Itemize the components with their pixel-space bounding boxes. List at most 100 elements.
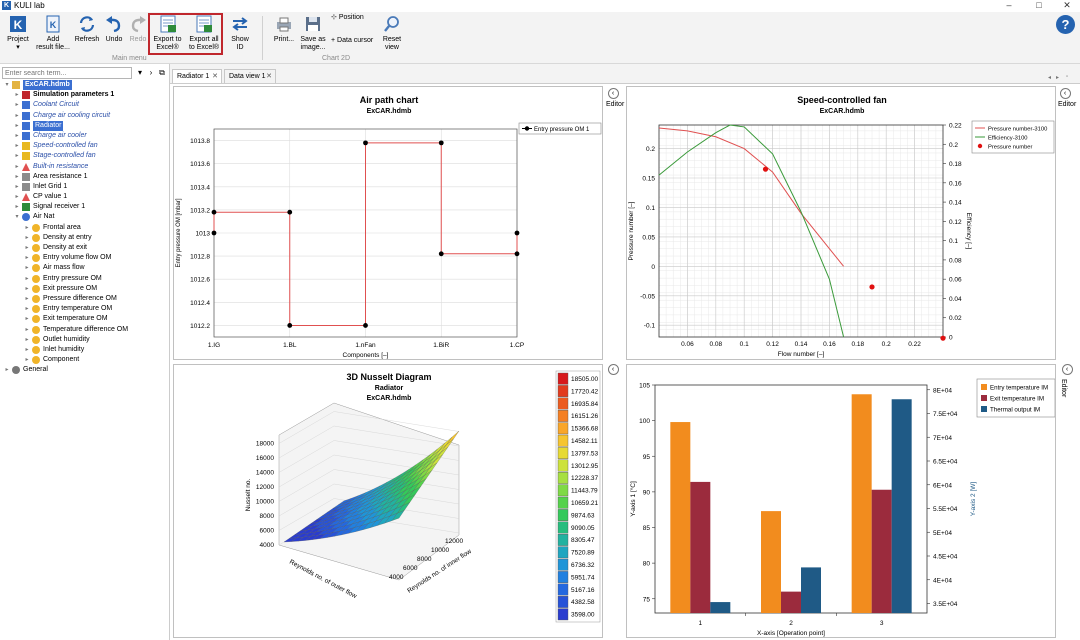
- add-result-file-button[interactable]: K Add result file...: [34, 14, 72, 54]
- editor-toggle-top-right[interactable]: ‹ Editor: [1058, 88, 1077, 108]
- colorbar-swatch: [557, 385, 569, 397]
- position-button[interactable]: ⊹ Position: [331, 14, 364, 21]
- editor-toggle-top-left[interactable]: ‹ Editor: [606, 88, 625, 108]
- tree-item[interactable]: ▸ Inlet Grid 1: [0, 182, 170, 192]
- expand-icon[interactable]: ▸: [15, 183, 19, 190]
- tree-item[interactable]: ▸ Exit pressure OM: [0, 284, 170, 294]
- export-to-excel-button[interactable]: Export to Excel®: [150, 14, 185, 54]
- expand-icon[interactable]: ▸: [15, 194, 19, 201]
- search-clear-icon[interactable]: ▾: [137, 68, 142, 77]
- tree-item[interactable]: ▸ General: [0, 365, 170, 375]
- collapse-icon[interactable]: ▾: [15, 214, 19, 221]
- speed-controlled-fan-chart[interactable]: Speed-controlled fan ExCAR.hdmb 0.06 0.08 0.…: [627, 87, 1056, 360]
- tree-item[interactable]: ▸ Stage-controlled fan: [0, 151, 170, 161]
- editor-toggle-bottom-left[interactable]: ‹: [606, 364, 620, 375]
- tree-item[interactable]: ▸ Entry volume flow OM: [0, 253, 170, 263]
- tab-list-icon[interactable]: ▫: [1066, 74, 1069, 80]
- expand-icon[interactable]: ▸: [15, 112, 19, 119]
- expand-icon[interactable]: ▸: [15, 143, 19, 150]
- expand-icon[interactable]: ▸: [25, 275, 29, 282]
- expand-icon[interactable]: ▸: [15, 122, 19, 129]
- scroll-right-icon[interactable]: ▸: [1056, 75, 1060, 81]
- data-cursor-button[interactable]: + Data cursor: [331, 37, 374, 44]
- expand-icon[interactable]: ▸: [25, 336, 29, 343]
- tree-item-label: Inlet Grid 1: [33, 182, 68, 190]
- expand-icon[interactable]: ▸: [15, 163, 19, 170]
- tree-item[interactable]: ▸ Built-in resistance: [0, 162, 170, 172]
- close-window-button[interactable]: ✕: [1063, 0, 1071, 10]
- expand-icon[interactable]: ▸: [15, 173, 19, 180]
- close-tab-icon[interactable]: ✕: [266, 73, 272, 80]
- undo-button[interactable]: Undo: [102, 14, 126, 54]
- print-button[interactable]: Print...: [270, 14, 298, 54]
- tree-item[interactable]: ▸ Signal receiver 1: [0, 202, 170, 212]
- tree-item[interactable]: ▸ Simulation parameters 1: [0, 90, 170, 100]
- expand-icon[interactable]: ▸: [5, 367, 9, 374]
- expand-icon[interactable]: ▸: [25, 224, 29, 231]
- help-button[interactable]: ?: [1056, 15, 1075, 34]
- expand-icon[interactable]: ▸: [25, 295, 29, 302]
- tree-item[interactable]: ▸ Component: [0, 355, 170, 365]
- refresh-button[interactable]: Refresh: [73, 14, 101, 54]
- search-go-icon[interactable]: ›: [149, 68, 153, 77]
- expand-icon[interactable]: ▸: [15, 132, 19, 139]
- tree-item[interactable]: ▸ Inlet humidity: [0, 345, 170, 355]
- tree-item[interactable]: ▾ ExCAR.hdmb: [0, 80, 170, 91]
- project-button[interactable]: K Project ▾: [3, 14, 33, 54]
- expand-icon[interactable]: ▸: [25, 357, 29, 364]
- tree-item[interactable]: ▸ Charge air cooler: [0, 131, 170, 141]
- scroll-left-icon[interactable]: ◂: [1048, 75, 1052, 81]
- tree-item[interactable]: ▸ Exit temperature OM: [0, 314, 170, 324]
- collapse-all-icon[interactable]: ⧉: [159, 68, 165, 77]
- tree-item[interactable]: ▸ Air mass flow: [0, 263, 170, 273]
- editor-toggle-bottom-right[interactable]: ‹ Editor: [1060, 364, 1074, 397]
- z-tick-label: 18000: [256, 441, 274, 448]
- expand-icon[interactable]: ▸: [25, 306, 29, 313]
- tree-item[interactable]: ▸ CP value 1: [0, 192, 170, 202]
- tree-item[interactable]: ▸ Area resistance 1: [0, 172, 170, 182]
- redo-button[interactable]: Redo: [127, 14, 149, 54]
- tree-item[interactable]: ▸ Radiator: [0, 120, 170, 131]
- expand-icon[interactable]: ▸: [15, 92, 19, 99]
- tree-item[interactable]: ▸ Density at exit: [0, 243, 170, 253]
- expand-icon[interactable]: ▸: [25, 245, 29, 251]
- expand-icon[interactable]: ▸: [25, 265, 29, 272]
- expand-icon[interactable]: ▸: [15, 102, 19, 109]
- search-input[interactable]: [2, 67, 132, 79]
- maximize-button[interactable]: □: [1036, 0, 1042, 10]
- tree-item[interactable]: ▸ Pressure difference OM: [0, 294, 170, 304]
- nusselt-3d-diagram[interactable]: 3D Nusselt Diagram Radiator ExCAR.hdmb 4000…: [174, 365, 603, 638]
- tree-item[interactable]: ▸ Temperature difference OM: [0, 325, 170, 335]
- tab-radiator-1[interactable]: Radiator 1 ✕: [172, 69, 222, 83]
- expand-icon[interactable]: ▸: [25, 326, 29, 333]
- tree-item[interactable]: ▸ Coolant Circuit: [0, 100, 170, 110]
- expand-icon[interactable]: ▸: [15, 153, 19, 160]
- tree-item[interactable]: ▸ Frontal area: [0, 223, 170, 233]
- minimize-button[interactable]: –: [1006, 0, 1012, 10]
- expand-icon[interactable]: ▸: [25, 316, 29, 323]
- air-path-chart[interactable]: Air path chart ExCAR.hdmb 1012.2 1012.4 1012…: [174, 87, 603, 360]
- export-all-to-excel-button[interactable]: Export all to Excel®: [186, 14, 222, 54]
- show-id-button[interactable]: Show ID: [226, 14, 254, 54]
- collapse-icon[interactable]: ▾: [5, 82, 9, 88]
- excel-export-icon: [160, 15, 176, 33]
- tree-item-label: Exit pressure OM: [43, 284, 98, 292]
- operation-point-bar-chart[interactable]: 75 80 85 90 95 100 105 3.5E+04 4E+04 4.5E+04 5E+04…: [627, 365, 1056, 638]
- expand-icon[interactable]: ▸: [25, 234, 29, 241]
- expand-icon[interactable]: ▸: [25, 346, 29, 353]
- tree-item[interactable]: ▸ Density at entry: [0, 233, 170, 243]
- tree-item[interactable]: ▸ Entry pressure OM: [0, 274, 170, 284]
- yellow-node-icon: [22, 152, 30, 161]
- expand-icon[interactable]: ▸: [25, 285, 29, 292]
- tree-item[interactable]: ▸ Charge air cooling circuit: [0, 111, 170, 121]
- expand-icon[interactable]: ▸: [15, 204, 19, 211]
- reset-view-button[interactable]: Reset view: [380, 14, 404, 54]
- tree-item[interactable]: ▸ Entry temperature OM: [0, 304, 170, 314]
- tree-item[interactable]: ▾ Air Nat: [0, 212, 170, 222]
- save-as-image-button[interactable]: Save as image...: [299, 14, 327, 54]
- tree-item[interactable]: ▸ Speed-controlled fan: [0, 141, 170, 151]
- tab-data-view-1[interactable]: Data view 1 ✕: [224, 69, 276, 83]
- tree-item[interactable]: ▸ Outlet humidity: [0, 335, 170, 345]
- expand-icon[interactable]: ▸: [25, 255, 29, 262]
- close-tab-icon[interactable]: ✕: [212, 73, 218, 80]
